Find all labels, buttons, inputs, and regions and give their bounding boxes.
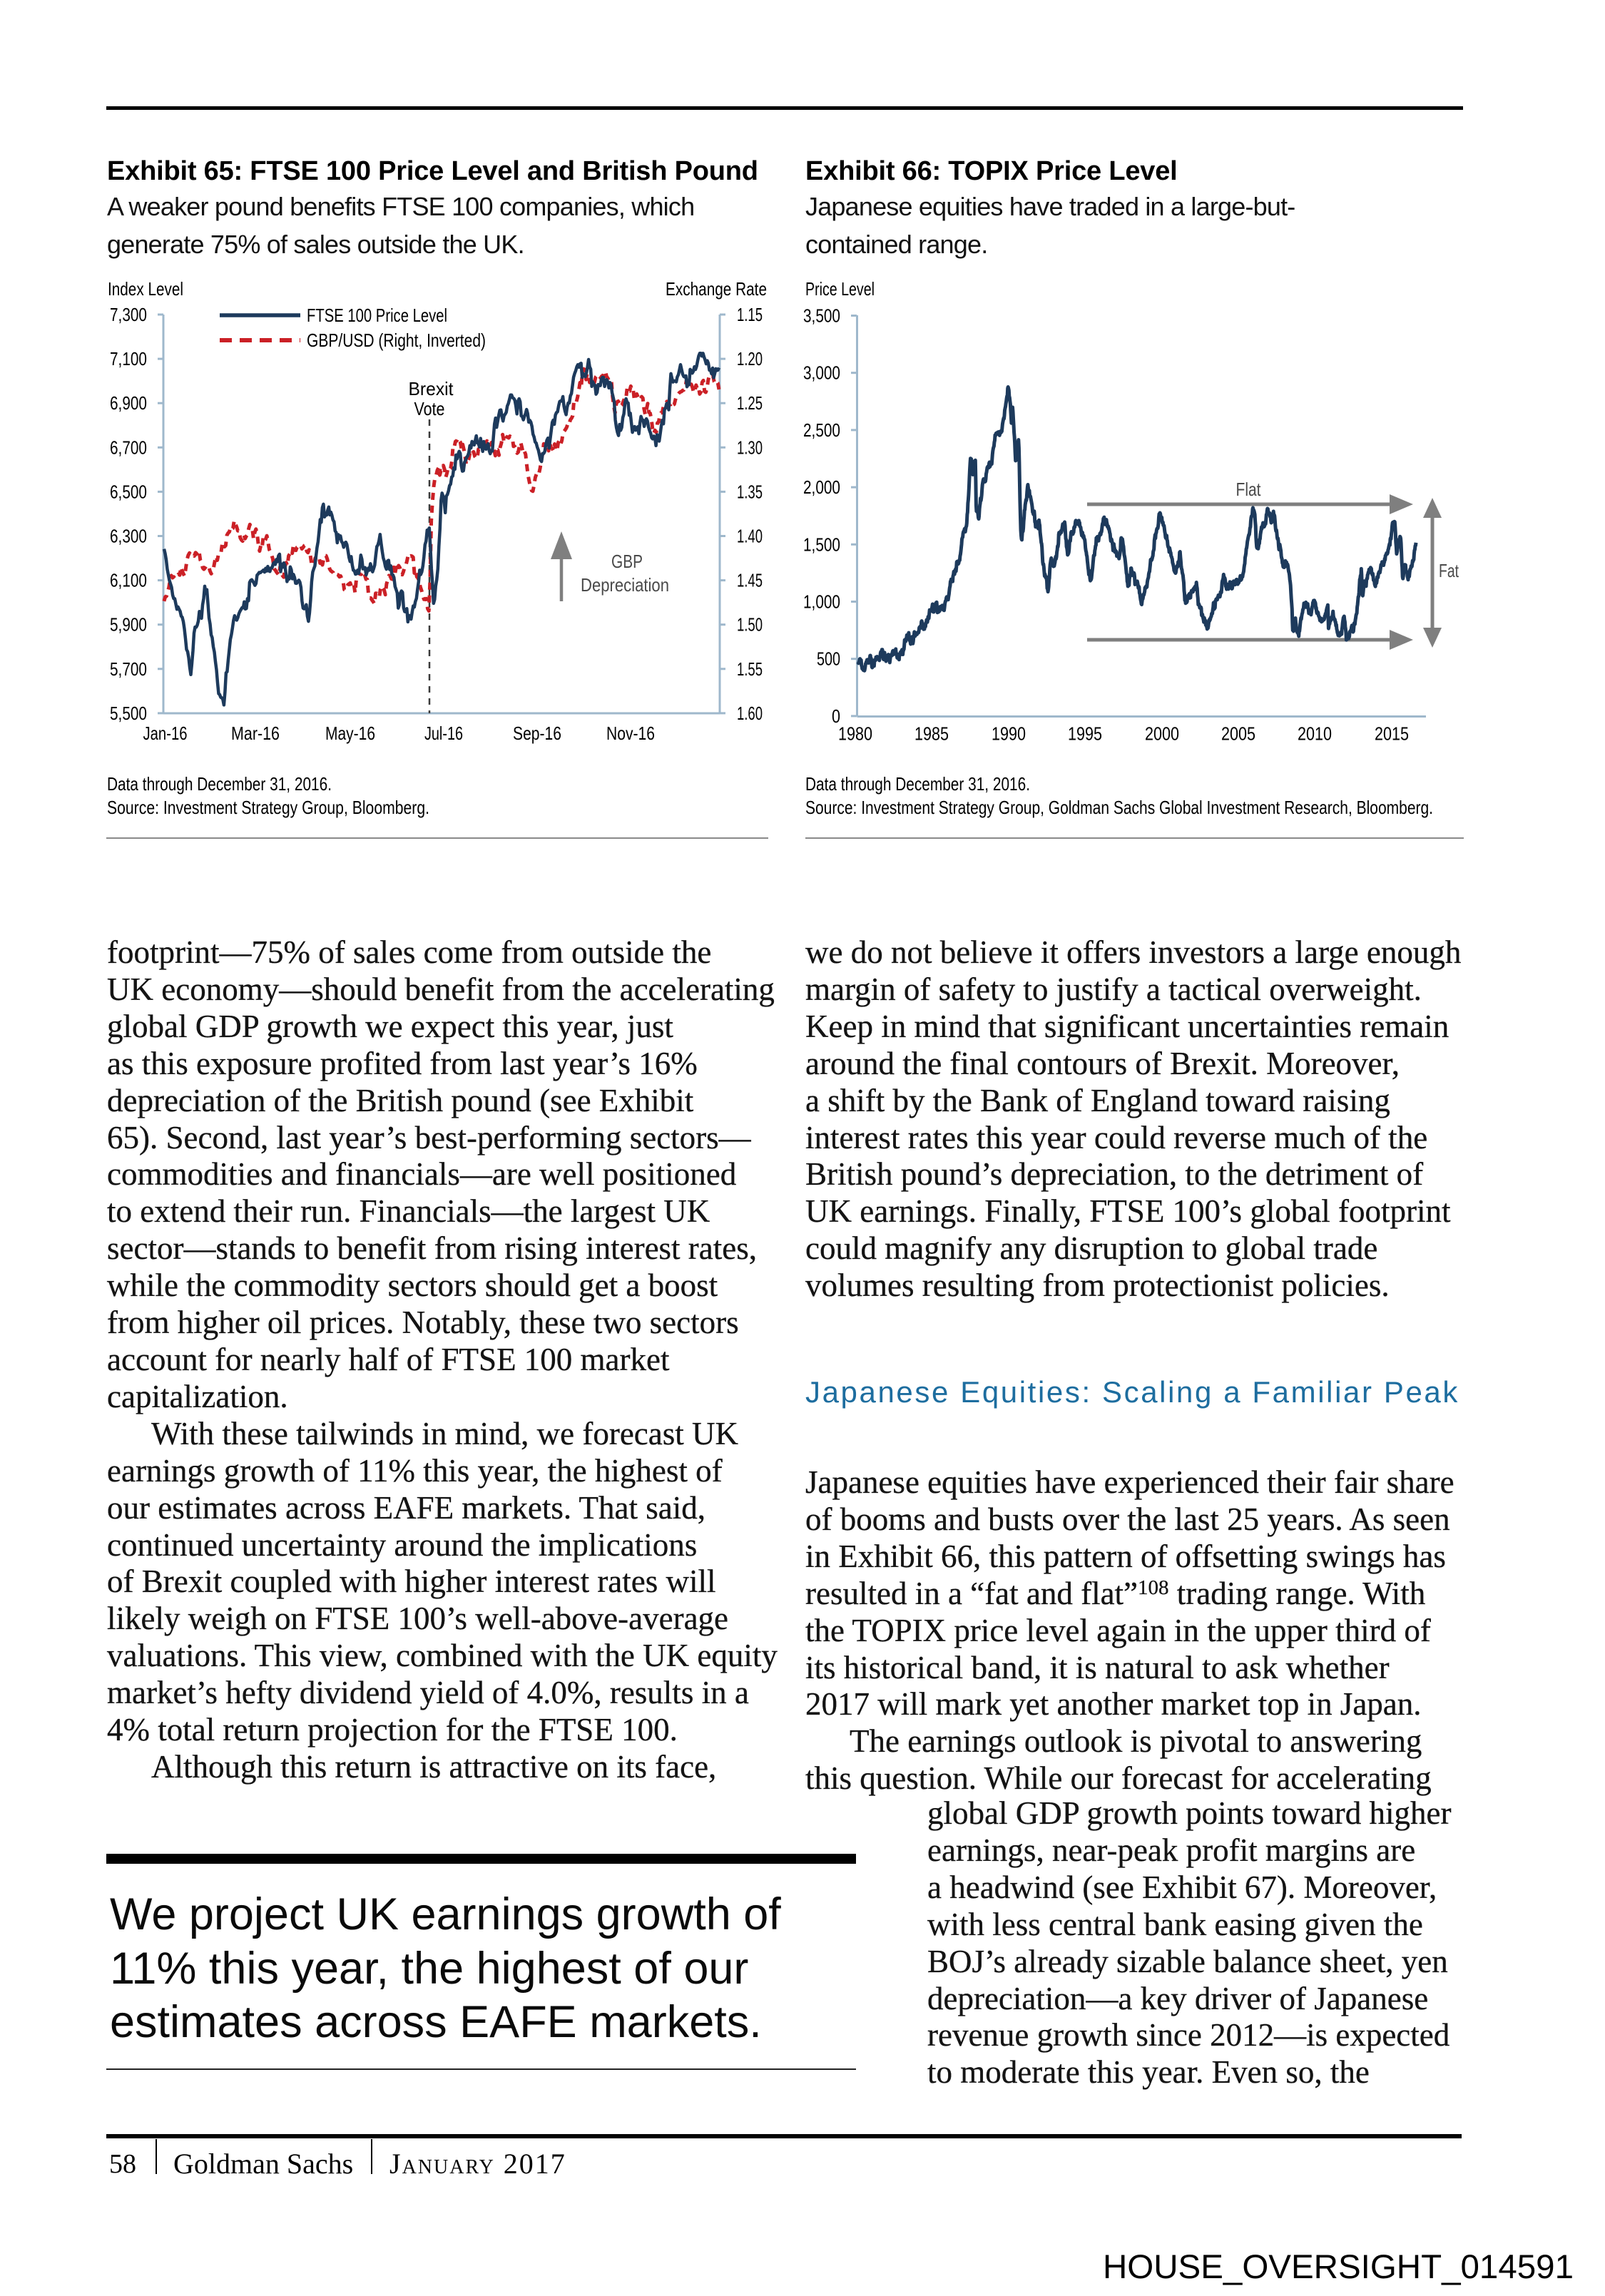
- svg-text:Source: Investment Strategy Gr: Source: Investment Strategy Group, Bloom…: [107, 797, 429, 818]
- svg-text:Index Level: Index Level: [108, 278, 183, 300]
- svg-text:Vote: Vote: [414, 398, 445, 419]
- svg-text:Fat: Fat: [1439, 560, 1459, 581]
- svg-text:1.40: 1.40: [737, 526, 763, 547]
- svg-text:2005: 2005: [1221, 723, 1255, 745]
- svg-text:Flat: Flat: [1236, 479, 1262, 500]
- svg-text:1.35: 1.35: [737, 481, 763, 502]
- svg-text:2015: 2015: [1375, 723, 1409, 745]
- svg-text:7,300: 7,300: [110, 304, 147, 325]
- svg-text:6,500: 6,500: [110, 481, 147, 502]
- svg-text:Jul-16: Jul-16: [424, 723, 463, 744]
- svg-text:1,500: 1,500: [803, 534, 840, 555]
- svg-text:Mar-16: Mar-16: [231, 723, 280, 744]
- svg-text:FTSE 100 Price Level: FTSE 100 Price Level: [307, 305, 447, 326]
- svg-text:1.20: 1.20: [737, 348, 763, 369]
- svg-text:Data through December 31, 2016: Data through December 31, 2016.: [805, 773, 1030, 795]
- svg-text:GBP/USD (Right, Inverted): GBP/USD (Right, Inverted): [307, 330, 486, 351]
- svg-text:3,500: 3,500: [803, 305, 840, 327]
- svg-text:GBP: GBP: [611, 551, 643, 572]
- svg-text:3,000: 3,000: [803, 362, 840, 384]
- svg-text:1990: 1990: [992, 723, 1026, 745]
- svg-text:Data through December 31, 2016: Data through December 31, 2016.: [107, 773, 332, 795]
- svg-text:Brexit: Brexit: [409, 378, 454, 399]
- svg-text:5,700: 5,700: [110, 658, 147, 680]
- svg-text:6,900: 6,900: [110, 392, 147, 414]
- svg-text:2,500: 2,500: [803, 419, 840, 441]
- svg-text:1.30: 1.30: [737, 437, 763, 458]
- svg-text:5,900: 5,900: [110, 614, 147, 636]
- svg-text:0: 0: [832, 705, 840, 727]
- svg-text:7,100: 7,100: [110, 348, 147, 369]
- svg-text:6,300: 6,300: [110, 526, 147, 547]
- svg-text:1.60: 1.60: [737, 703, 763, 724]
- svg-text:2,000: 2,000: [803, 476, 840, 498]
- svg-text:6,700: 6,700: [110, 437, 147, 458]
- svg-text:1.50: 1.50: [737, 614, 763, 636]
- svg-text:1,000: 1,000: [803, 591, 840, 613]
- svg-text:May-16: May-16: [325, 723, 375, 744]
- svg-text:Price Level: Price Level: [805, 278, 875, 300]
- svg-text:Sep-16: Sep-16: [513, 723, 561, 744]
- svg-text:500: 500: [817, 648, 840, 670]
- svg-text:2000: 2000: [1145, 723, 1179, 745]
- svg-text:1.15: 1.15: [737, 304, 763, 325]
- svg-text:1.25: 1.25: [737, 392, 763, 414]
- svg-text:Depreciation: Depreciation: [581, 574, 669, 596]
- svg-text:Source: Investment Strategy Gr: Source: Investment Strategy Group, Goldm…: [805, 797, 1433, 818]
- svg-text:Nov-16: Nov-16: [606, 723, 655, 744]
- svg-text:6,100: 6,100: [110, 570, 147, 591]
- svg-text:1.45: 1.45: [737, 570, 763, 591]
- svg-text:1.55: 1.55: [737, 658, 763, 680]
- svg-text:Exchange Rate: Exchange Rate: [666, 278, 767, 300]
- svg-text:1980: 1980: [838, 723, 872, 745]
- svg-text:5,500: 5,500: [110, 703, 147, 724]
- svg-text:Jan-16: Jan-16: [143, 723, 188, 744]
- svg-text:1995: 1995: [1068, 723, 1102, 745]
- svg-text:2010: 2010: [1298, 723, 1332, 745]
- svg-text:1985: 1985: [914, 723, 949, 745]
